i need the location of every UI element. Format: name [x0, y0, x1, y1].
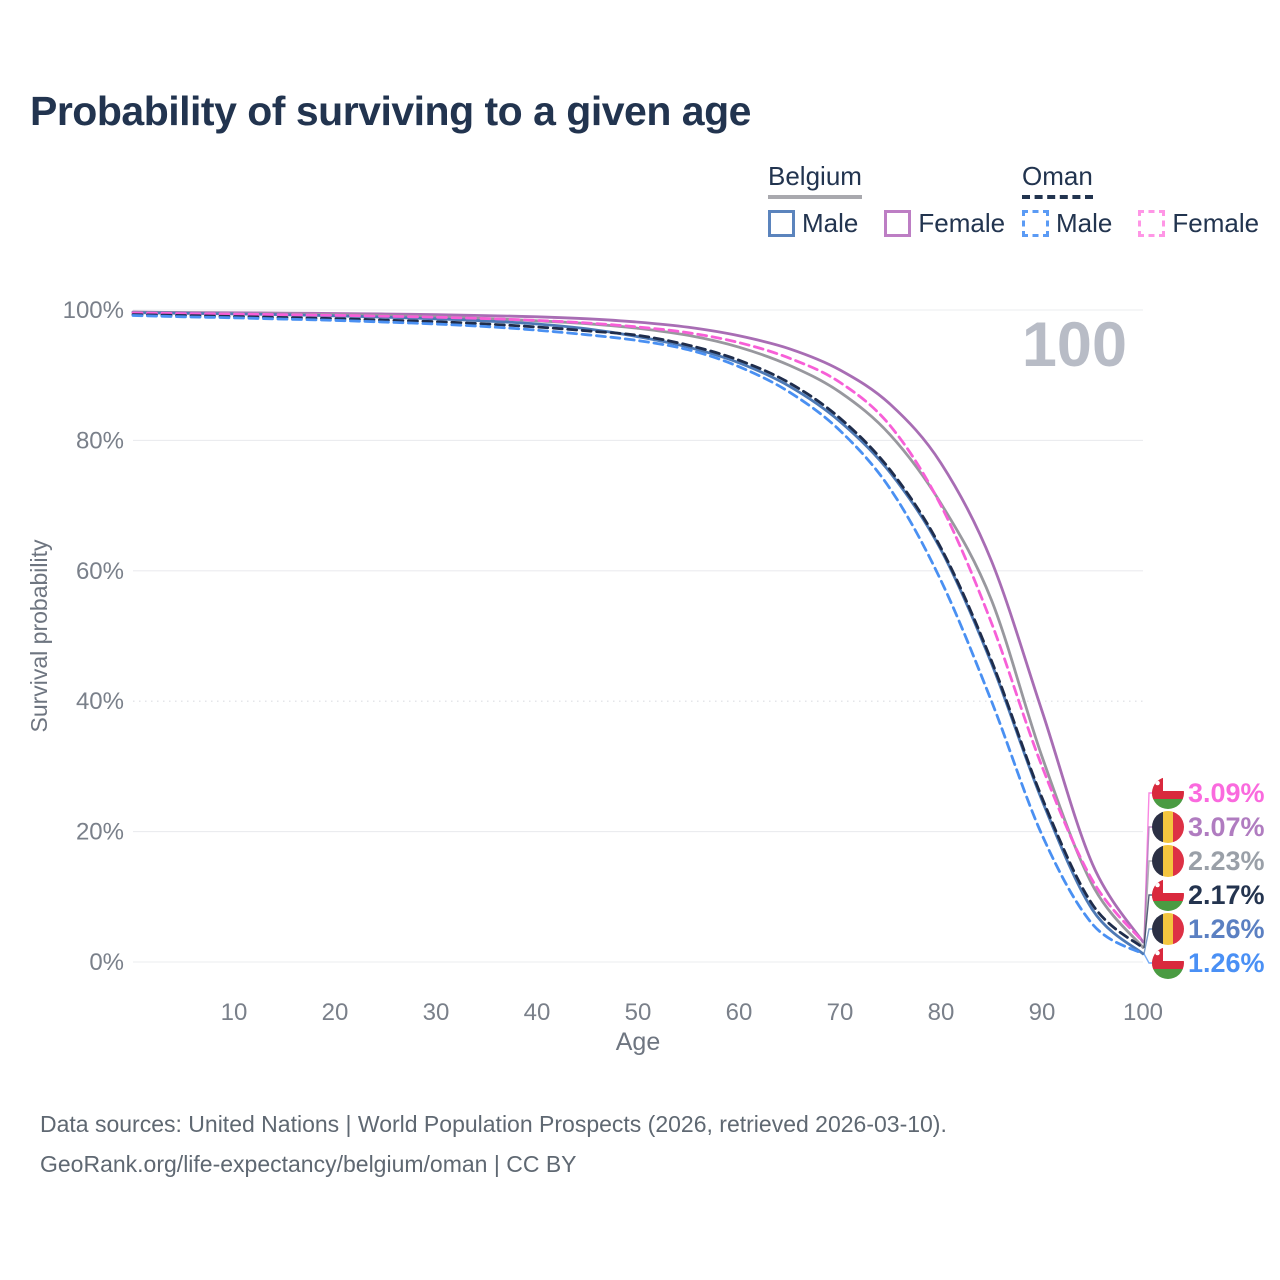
y-axis-tick-label: 0%	[89, 949, 124, 976]
end-label-value-belgium-both-sexes: 2.23%	[1188, 846, 1265, 876]
end-label-value-oman-male: 1.26%	[1188, 948, 1265, 978]
label-leader-line	[1143, 953, 1153, 964]
legend-group-oman: Oman Male Female	[1022, 161, 1259, 239]
page-title: Probability of surviving to a given age	[30, 88, 751, 134]
belgium-female-swatch-icon	[884, 210, 912, 237]
x-axis-tick-label: 50	[625, 999, 652, 1026]
legend-group-belgium: Belgium Male Female	[768, 161, 1005, 239]
x-axis-tick-label: 90	[1029, 999, 1056, 1026]
legend-label-belgium-female: Female	[918, 208, 1006, 238]
series-line-belgium-both-sexes[interactable]	[131, 310, 1145, 949]
x-axis-tick-label: 60	[726, 999, 753, 1026]
legend-country-belgium[interactable]: Belgium	[768, 161, 862, 199]
oman-flag-icon	[1152, 777, 1184, 809]
belgium-flag-icon	[1152, 913, 1184, 945]
legend-country-oman[interactable]: Oman	[1022, 161, 1093, 199]
oman-female-swatch-icon	[1138, 210, 1166, 237]
hover-age-label: 100	[1022, 310, 1127, 380]
y-axis-tick-label: 40%	[76, 688, 124, 715]
x-axis-tick-label: 10	[221, 999, 248, 1026]
series-line-oman-female[interactable]	[131, 311, 1145, 944]
legend-item-oman-male[interactable]: Male	[1022, 208, 1112, 239]
series-line-oman-male[interactable]	[131, 314, 1145, 956]
x-axis-tick-label: 40	[524, 999, 551, 1026]
legend-item-belgium-female[interactable]: Female	[884, 208, 1005, 239]
attribution-line: GeoRank.org/life-expectancy/belgium/oman…	[40, 1151, 577, 1177]
legend-label-oman-male: Male	[1056, 208, 1113, 238]
y-axis-tick-label: 20%	[76, 819, 124, 846]
label-leader-line	[1143, 894, 1153, 948]
legend-item-oman-female[interactable]: Female	[1138, 208, 1259, 239]
label-leader-line	[1143, 928, 1153, 954]
oman-flag-icon	[1152, 947, 1184, 979]
belgium-male-swatch-icon	[768, 210, 795, 237]
series-line-oman-both-sexes[interactable]	[131, 313, 1145, 950]
x-axis-tick-label: 30	[423, 999, 450, 1026]
end-label-value-belgium-female: 3.07%	[1188, 812, 1265, 842]
end-label-value-belgium-male: 1.26%	[1188, 914, 1265, 944]
x-axis-title: Age	[616, 1028, 660, 1056]
oman-male-swatch-icon	[1022, 210, 1049, 237]
label-leader-line	[1143, 860, 1153, 948]
belgium-flag-icon	[1152, 811, 1184, 843]
series-line-belgium-male[interactable]	[131, 311, 1145, 956]
y-axis-tick-label: 60%	[76, 558, 124, 585]
oman-flag-icon	[1152, 879, 1184, 911]
x-axis-tick-label: 70	[827, 999, 854, 1026]
belgium-flag-icon	[1152, 845, 1184, 877]
x-axis-tick-label: 20	[322, 999, 349, 1026]
x-axis-tick-label: 80	[928, 999, 955, 1026]
legend-item-belgium-male[interactable]: Male	[768, 208, 858, 239]
label-leader-line	[1143, 826, 1153, 943]
series-line-belgium-female[interactable]	[131, 310, 1145, 944]
y-axis-title: Survival probability	[26, 539, 52, 733]
data-sources-line: Data sources: United Nations | World Pop…	[40, 1111, 947, 1137]
y-axis-tick-label: 100%	[63, 297, 124, 324]
x-axis-tick-label: 100	[1123, 999, 1163, 1026]
end-label-value-oman-both-sexes: 2.17%	[1188, 880, 1265, 910]
legend-label-oman-female: Female	[1172, 208, 1260, 238]
end-label-value-oman-female: 3.09%	[1188, 778, 1265, 808]
legend: Belgium Male Female Oman Male	[0, 161, 1280, 246]
y-axis-tick-label: 80%	[76, 427, 124, 454]
chart-footer: Data sources: United Nations | World Pop…	[40, 1104, 947, 1184]
legend-label-belgium-male: Male	[802, 208, 859, 238]
